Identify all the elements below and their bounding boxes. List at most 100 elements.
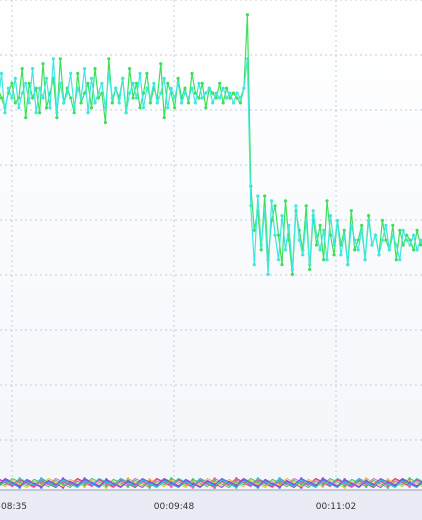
series-point (273, 233, 277, 237)
series-point (276, 233, 281, 237)
series-point (377, 253, 381, 257)
series-point (315, 243, 319, 247)
series-point (145, 86, 149, 90)
series-point (211, 91, 215, 95)
series-point (235, 96, 239, 100)
series-point (342, 228, 346, 232)
series-point (138, 71, 142, 76)
series-point (117, 101, 121, 105)
series-point (270, 199, 274, 203)
series-point (308, 267, 312, 272)
series-point (176, 81, 180, 85)
series-point (107, 57, 111, 61)
baseline-series-3 (0, 477, 422, 489)
series-point (252, 228, 256, 232)
series-point (180, 101, 184, 105)
series-point (38, 111, 42, 115)
series-point (96, 91, 100, 95)
series-point (301, 253, 305, 257)
series-point (322, 228, 326, 232)
series-point (38, 86, 42, 90)
series-point (398, 258, 402, 262)
series-line-1 (0, 58, 422, 275)
series-point (72, 106, 76, 110)
series-point (204, 91, 208, 95)
series-point (339, 253, 343, 257)
series-point (103, 120, 107, 125)
series-point (186, 96, 191, 100)
series-point (141, 106, 146, 110)
series-point (10, 96, 14, 100)
series-point (346, 263, 350, 267)
series-point (166, 106, 170, 110)
series-point (367, 214, 371, 218)
series-point (328, 233, 333, 237)
series-point (238, 96, 242, 100)
series-point (207, 86, 211, 90)
series-point (72, 111, 76, 115)
series-point (387, 248, 391, 252)
series-point (294, 204, 298, 208)
series-point (162, 76, 166, 80)
series-point (335, 218, 339, 223)
series-point (86, 111, 90, 115)
series-point (304, 204, 308, 208)
series-point (159, 91, 163, 95)
series-point (30, 67, 35, 71)
series-point (41, 62, 45, 66)
series-point (176, 76, 180, 80)
series-point (266, 272, 270, 276)
series-point (238, 101, 242, 105)
series-point (197, 96, 201, 100)
series-point (89, 106, 94, 110)
series-point (412, 248, 416, 252)
series-point (55, 116, 59, 120)
series-point (131, 81, 135, 85)
series-point (145, 71, 149, 76)
series-point (193, 91, 197, 95)
series-point (367, 218, 371, 223)
series-point (197, 81, 201, 85)
series-point (231, 101, 236, 105)
series-point (225, 86, 229, 90)
series-point (391, 223, 395, 227)
series-point (155, 101, 159, 105)
series-point (55, 111, 59, 115)
series-point (110, 101, 114, 105)
series-point (273, 204, 277, 208)
series-point (287, 223, 291, 227)
series-point (86, 81, 90, 85)
series-point (200, 96, 204, 100)
series-point (328, 214, 333, 218)
series-point (391, 233, 395, 237)
series-point (58, 81, 62, 85)
series-point (353, 238, 357, 242)
series-point (34, 86, 38, 90)
series-point (218, 81, 222, 85)
series-point (58, 57, 62, 61)
series-point (221, 101, 225, 105)
series-point (138, 106, 142, 110)
series-point (342, 233, 346, 237)
series-point (190, 86, 194, 90)
series-point (356, 238, 360, 242)
series-point (280, 214, 284, 218)
series-point (356, 248, 360, 252)
series-point (173, 96, 177, 100)
series-point (418, 238, 422, 242)
series-point (221, 86, 225, 90)
series-point (384, 238, 388, 242)
series-point (134, 96, 139, 100)
series-point (297, 238, 301, 242)
series-point (363, 258, 367, 262)
series-line-0 (0, 14, 422, 275)
series-point (405, 238, 409, 242)
series-point (48, 106, 52, 110)
series-point (304, 218, 308, 223)
series-point (263, 194, 267, 198)
series-point (10, 81, 14, 85)
series-point (69, 96, 73, 100)
series-point (107, 71, 111, 76)
series-point (401, 228, 405, 232)
series-point (373, 233, 378, 237)
